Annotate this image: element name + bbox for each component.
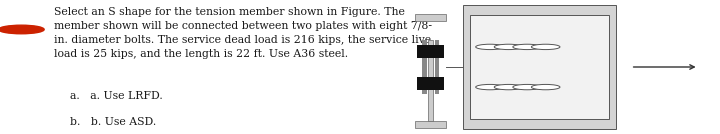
Bar [463,5,616,129]
Circle shape [476,44,504,50]
Text: Select an S shape for the tension member shown in Figure. The
member shown will : Select an S shape for the tension member… [54,7,432,59]
Circle shape [0,25,44,34]
Bar [435,40,439,94]
Bar [415,14,446,21]
Circle shape [494,44,523,50]
Circle shape [513,44,541,50]
Circle shape [531,44,560,50]
Bar [418,77,444,90]
Text: b.   b. Use ASD.: b. b. Use ASD. [70,117,156,127]
Circle shape [476,84,504,90]
Circle shape [494,84,523,90]
Bar [428,40,433,121]
Circle shape [531,84,560,90]
Text: a.   a. Use LRFD.: a. a. Use LRFD. [70,91,163,101]
Bar [415,121,446,128]
Circle shape [513,84,541,90]
Bar [423,40,427,94]
Bar [418,45,444,58]
Bar [470,15,609,119]
